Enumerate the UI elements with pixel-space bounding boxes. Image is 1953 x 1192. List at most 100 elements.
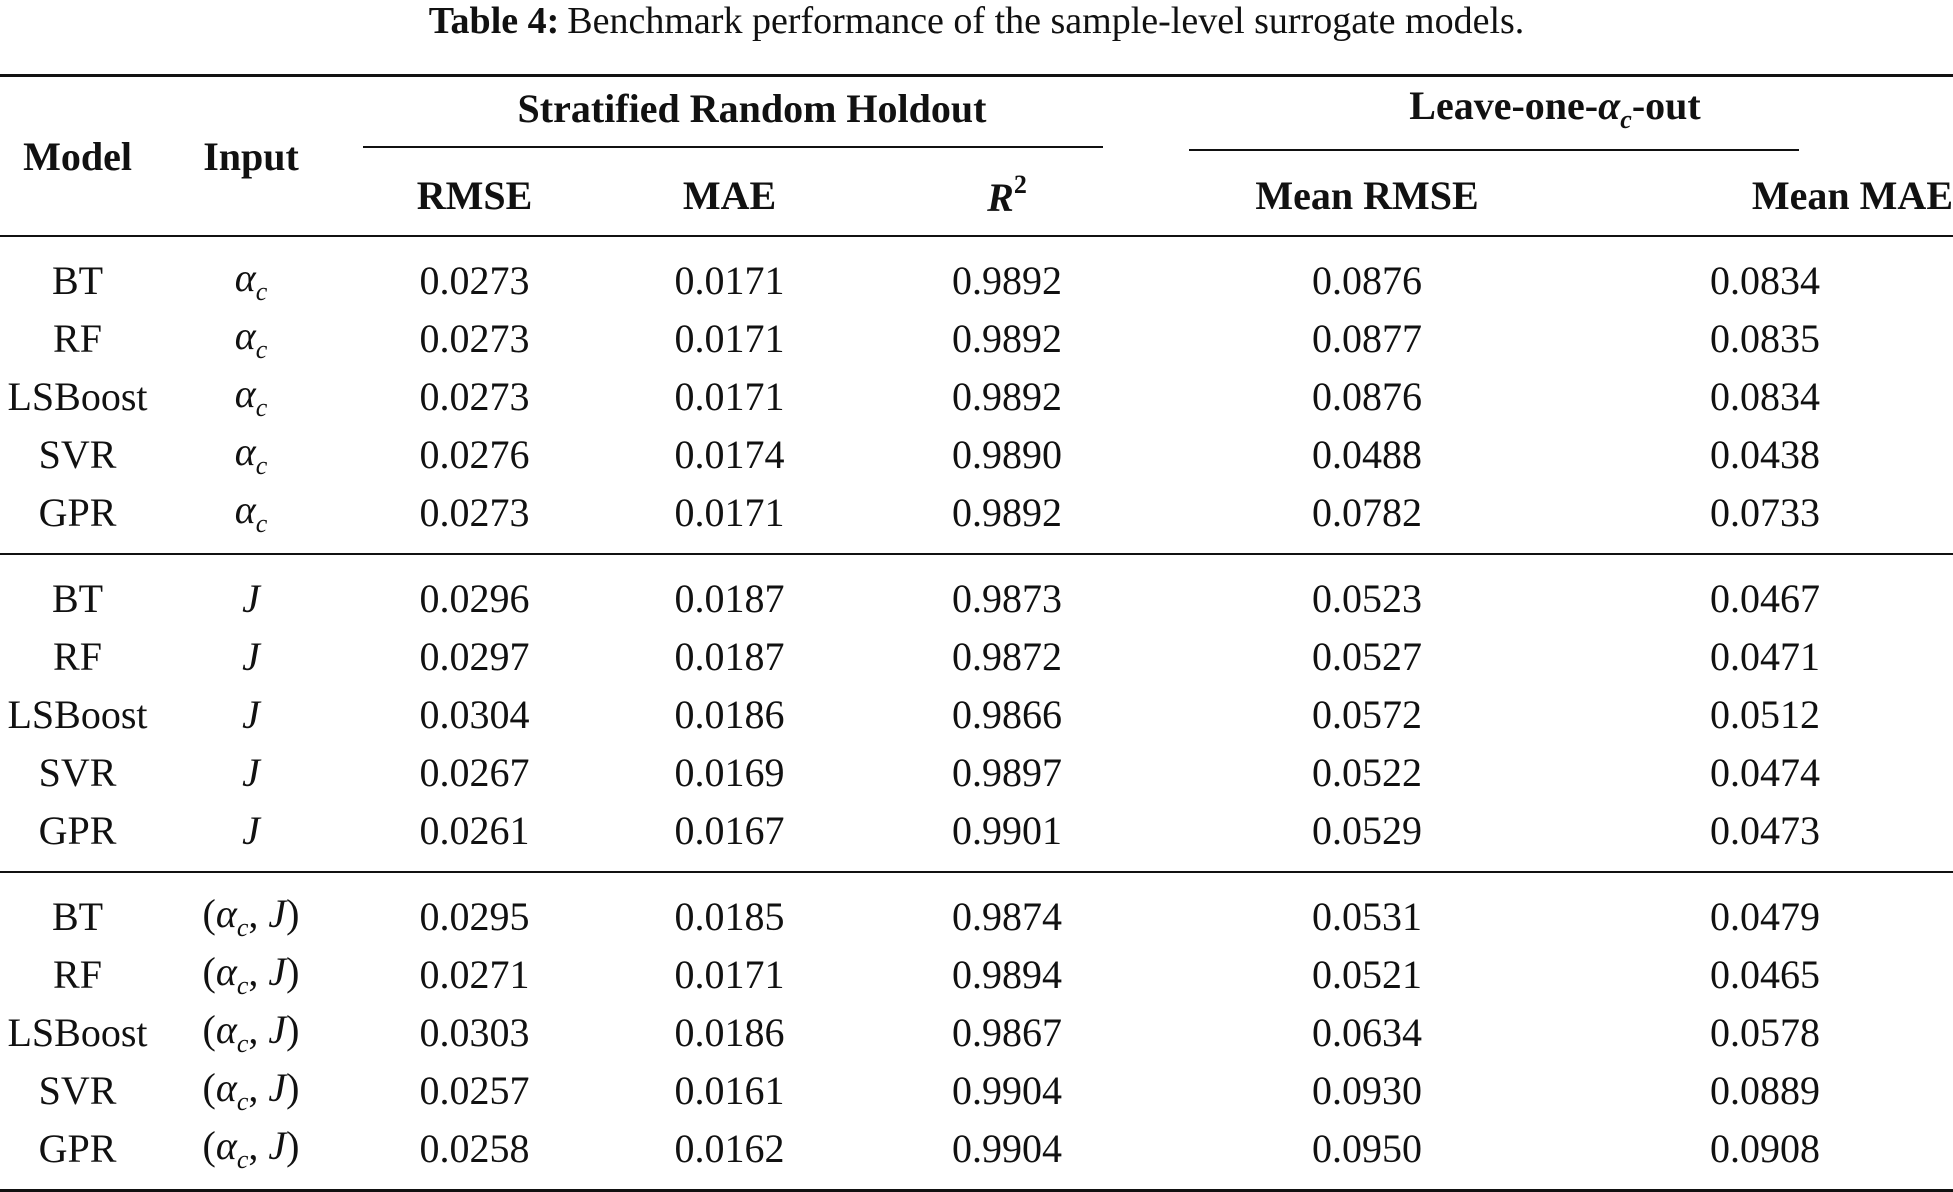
cell-r2: 0.9897 [952, 749, 1062, 795]
cell-mae: 0.0171 [674, 315, 785, 361]
cell-model: GPR [38, 1125, 117, 1171]
cell-model: RF [53, 315, 102, 361]
group-rule-leave-one-out [1189, 148, 1799, 151]
group-title-leave-one-out: Leave-one-αc-out [1409, 82, 1701, 134]
col-header-rmse: RMSE [416, 172, 533, 218]
cell-rmse: 0.0276 [419, 431, 530, 477]
group-title-holdout: Stratified Random Holdout [517, 85, 987, 131]
group-rule-holdout [363, 145, 1103, 148]
cell-input: (αc, J) [155, 871, 347, 945]
cell-rmse: 0.0296 [347, 553, 602, 627]
cell-rmse: 0.0261 [419, 807, 530, 853]
cell-mae: 0.0187 [674, 633, 785, 679]
cell-mean-rmse: 0.0876 [1312, 373, 1422, 419]
cell-rmse: 0.0273 [419, 489, 530, 535]
cell-r2: 0.9892 [952, 373, 1062, 419]
col-header-input: Input [155, 75, 347, 237]
cell-mean-mae: 0.0465 [1710, 951, 1820, 997]
col-header-mean-mae: Mean MAE [1751, 172, 1953, 218]
col-header-mean-rmse: Mean RMSE [1255, 172, 1479, 218]
cell-input: J [155, 553, 347, 627]
cell-model: LSBoost [7, 691, 148, 737]
cell-mean-mae: 0.0578 [1710, 1009, 1820, 1055]
cell-model: BT [0, 871, 155, 945]
cell-r2: 0.9904 [952, 1125, 1062, 1171]
cell-input: J [242, 807, 260, 853]
table-row: SVR (αc, J) 0.0257 0.0161 0.9904 0.0930 … [0, 1061, 1953, 1119]
cell-r2: 0.9892 [952, 489, 1062, 535]
cell-mae: 0.0169 [674, 749, 785, 795]
table-row: LSBoost J 0.0304 0.0186 0.9866 0.0572 0.… [0, 685, 1953, 743]
group-header-leave-one-out: Leave-one-αc-out [1157, 76, 1953, 156]
cell-mean-rmse: 0.0950 [1312, 1125, 1422, 1171]
cell-mean-mae: 0.0512 [1710, 691, 1820, 737]
table-row: GPR J 0.0261 0.0167 0.9901 0.0529 0.0473 [0, 801, 1953, 872]
cell-input: αc [234, 370, 268, 422]
cell-mean-rmse: 0.0521 [1312, 951, 1422, 997]
cell-mean-rmse: 0.0527 [1312, 633, 1422, 679]
cell-mean-mae: 0.0733 [1710, 489, 1820, 535]
cell-r2: 0.9894 [952, 951, 1062, 997]
table-row: GPR αc 0.0273 0.0171 0.9892 0.0782 0.073… [0, 483, 1953, 554]
cell-rmse: 0.0297 [419, 633, 530, 679]
cell-rmse: 0.0295 [347, 871, 602, 945]
cell-mae: 0.0162 [674, 1125, 785, 1171]
table-row: SVR αc 0.0276 0.0174 0.9890 0.0488 0.043… [0, 425, 1953, 483]
table-row: BT (αc, J) 0.0295 0.0185 0.9874 0.0531 0… [0, 871, 1953, 945]
group-header-holdout: Stratified Random Holdout [347, 76, 1157, 156]
cell-mean-rmse: 0.0523 [1157, 553, 1577, 627]
cell-model: LSBoost [7, 1009, 148, 1055]
cell-mean-mae: 0.0834 [1710, 257, 1820, 303]
cell-model: RF [53, 951, 102, 997]
cell-model: SVR [38, 1067, 117, 1113]
cell-r2: 0.9873 [857, 553, 1157, 627]
cell-mae: 0.0185 [602, 871, 857, 945]
table-row: BT αc 0.0273 0.0171 0.9892 0.0876 0.0834 [0, 236, 1953, 309]
cell-rmse: 0.0273 [419, 315, 530, 361]
table-header: Model Input Stratified Random Holdout Le… [0, 75, 1953, 237]
cell-r2: 0.9890 [952, 431, 1062, 477]
cell-rmse: 0.0257 [419, 1067, 530, 1113]
cell-mean-mae: 0.0835 [1710, 315, 1820, 361]
cell-model: LSBoost [7, 373, 148, 419]
cell-mean-mae: 0.0438 [1710, 431, 1820, 477]
cell-rmse: 0.0271 [419, 951, 530, 997]
cell-mean-mae: 0.0834 [1710, 373, 1820, 419]
cell-input: J [242, 633, 260, 679]
cell-r2: 0.9872 [952, 633, 1062, 679]
cell-input: αc [234, 254, 268, 306]
cell-mean-mae: 0.0908 [1710, 1125, 1820, 1171]
caption-text: Benchmark performance of the sample-leve… [567, 0, 1525, 42]
caption-label: Table 4: [428, 0, 560, 42]
cell-input: J [242, 749, 260, 795]
cell-r2: 0.9904 [952, 1067, 1062, 1113]
cell-mae: 0.0161 [674, 1067, 785, 1113]
table-row: SVR J 0.0267 0.0169 0.9897 0.0522 0.0474 [0, 743, 1953, 801]
table-row: LSBoost (αc, J) 0.0303 0.0186 0.9867 0.0… [0, 1003, 1953, 1061]
cell-r2: 0.9866 [952, 691, 1062, 737]
cell-mae: 0.0167 [674, 807, 785, 853]
cell-model: GPR [38, 807, 117, 853]
cell-model: BT [51, 257, 104, 303]
cell-model: SVR [38, 749, 117, 795]
cell-mae: 0.0186 [674, 691, 785, 737]
cell-mean-rmse: 0.0930 [1312, 1067, 1422, 1113]
table-caption: Table 4: Benchmark performance of the sam… [0, 0, 1953, 48]
cell-input: (αc, J) [202, 1064, 300, 1116]
cell-rmse: 0.0267 [419, 749, 530, 795]
cell-mean-rmse: 0.0634 [1312, 1009, 1422, 1055]
table-row: RF J 0.0297 0.0187 0.9872 0.0527 0.0471 [0, 627, 1953, 685]
cell-mean-rmse: 0.0572 [1312, 691, 1422, 737]
col-header-mae: MAE [682, 172, 777, 218]
cell-mean-mae: 0.0471 [1710, 633, 1820, 679]
cell-rmse: 0.0258 [419, 1125, 530, 1171]
cell-input: αc [234, 486, 268, 538]
cell-rmse: 0.0304 [419, 691, 530, 737]
cell-input: (αc, J) [202, 948, 300, 1000]
cell-model: GPR [38, 489, 117, 535]
cell-rmse: 0.0303 [419, 1009, 530, 1055]
cell-mean-mae: 0.0473 [1710, 807, 1820, 853]
cell-mean-rmse: 0.0522 [1312, 749, 1422, 795]
col-header-r2: R2 [987, 169, 1027, 220]
